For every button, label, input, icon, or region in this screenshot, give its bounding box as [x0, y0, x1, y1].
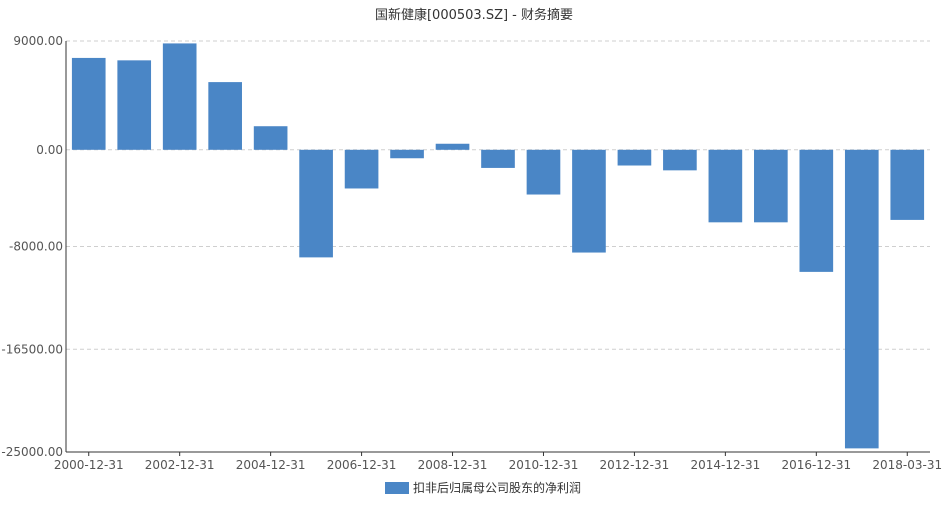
x-tick-label: 2002-12-31: [145, 458, 215, 472]
x-tick-label: 2000-12-31: [54, 458, 124, 472]
bar[interactable]: [71, 57, 106, 150]
bar[interactable]: [844, 149, 879, 449]
bar[interactable]: [208, 82, 242, 150]
bar[interactable]: [344, 149, 379, 189]
bar[interactable]: [162, 43, 197, 150]
chart-title: 国新健康[000503.SZ] - 财务摘要: [375, 7, 573, 23]
bar[interactable]: [526, 149, 561, 195]
legend-label: 扣非后归属母公司股东的净利润: [413, 480, 581, 495]
bar[interactable]: [481, 149, 515, 168]
legend-swatch: [385, 482, 409, 494]
x-axis-ticks: 2000-12-31 2002-12-31 2004-12-31 2006-12-31…: [54, 452, 942, 472]
bar[interactable]: [708, 149, 743, 223]
bar[interactable]: [572, 149, 606, 253]
bar[interactable]: [390, 149, 424, 159]
y-axis-ticks: 9000.00 0.00 -8000.00 -16500.00 -25000.00: [1, 34, 63, 459]
bar[interactable]: [617, 149, 652, 166]
bar[interactable]: [754, 149, 788, 223]
bar[interactable]: [663, 149, 697, 171]
bar[interactable]: [253, 126, 288, 150]
y-tick-label: 9000.00: [13, 34, 63, 48]
bar[interactable]: [299, 149, 333, 258]
legend[interactable]: 扣非后归属母公司股东的净利润: [385, 480, 581, 495]
x-tick-label: 2012-12-31: [600, 458, 670, 472]
x-tick-label: 2016-12-31: [781, 458, 851, 472]
x-tick-label: 2004-12-31: [236, 458, 306, 472]
x-tick-label: 2006-12-31: [327, 458, 397, 472]
x-tick-label: 2018-03-31: [872, 458, 942, 472]
bars: [71, 43, 925, 449]
bar[interactable]: [799, 149, 834, 272]
bar[interactable]: [117, 60, 152, 150]
y-tick-label: -16500.00: [1, 342, 63, 356]
y-tick-label: -25000.00: [1, 445, 63, 459]
y-tick-label: 0.00: [36, 143, 63, 157]
y-tick-label: -8000.00: [9, 240, 63, 254]
x-tick-label: 2010-12-31: [509, 458, 579, 472]
bar[interactable]: [435, 143, 470, 150]
bar[interactable]: [890, 149, 925, 220]
x-tick-label: 2008-12-31: [418, 458, 488, 472]
x-tick-label: 2014-12-31: [690, 458, 760, 472]
